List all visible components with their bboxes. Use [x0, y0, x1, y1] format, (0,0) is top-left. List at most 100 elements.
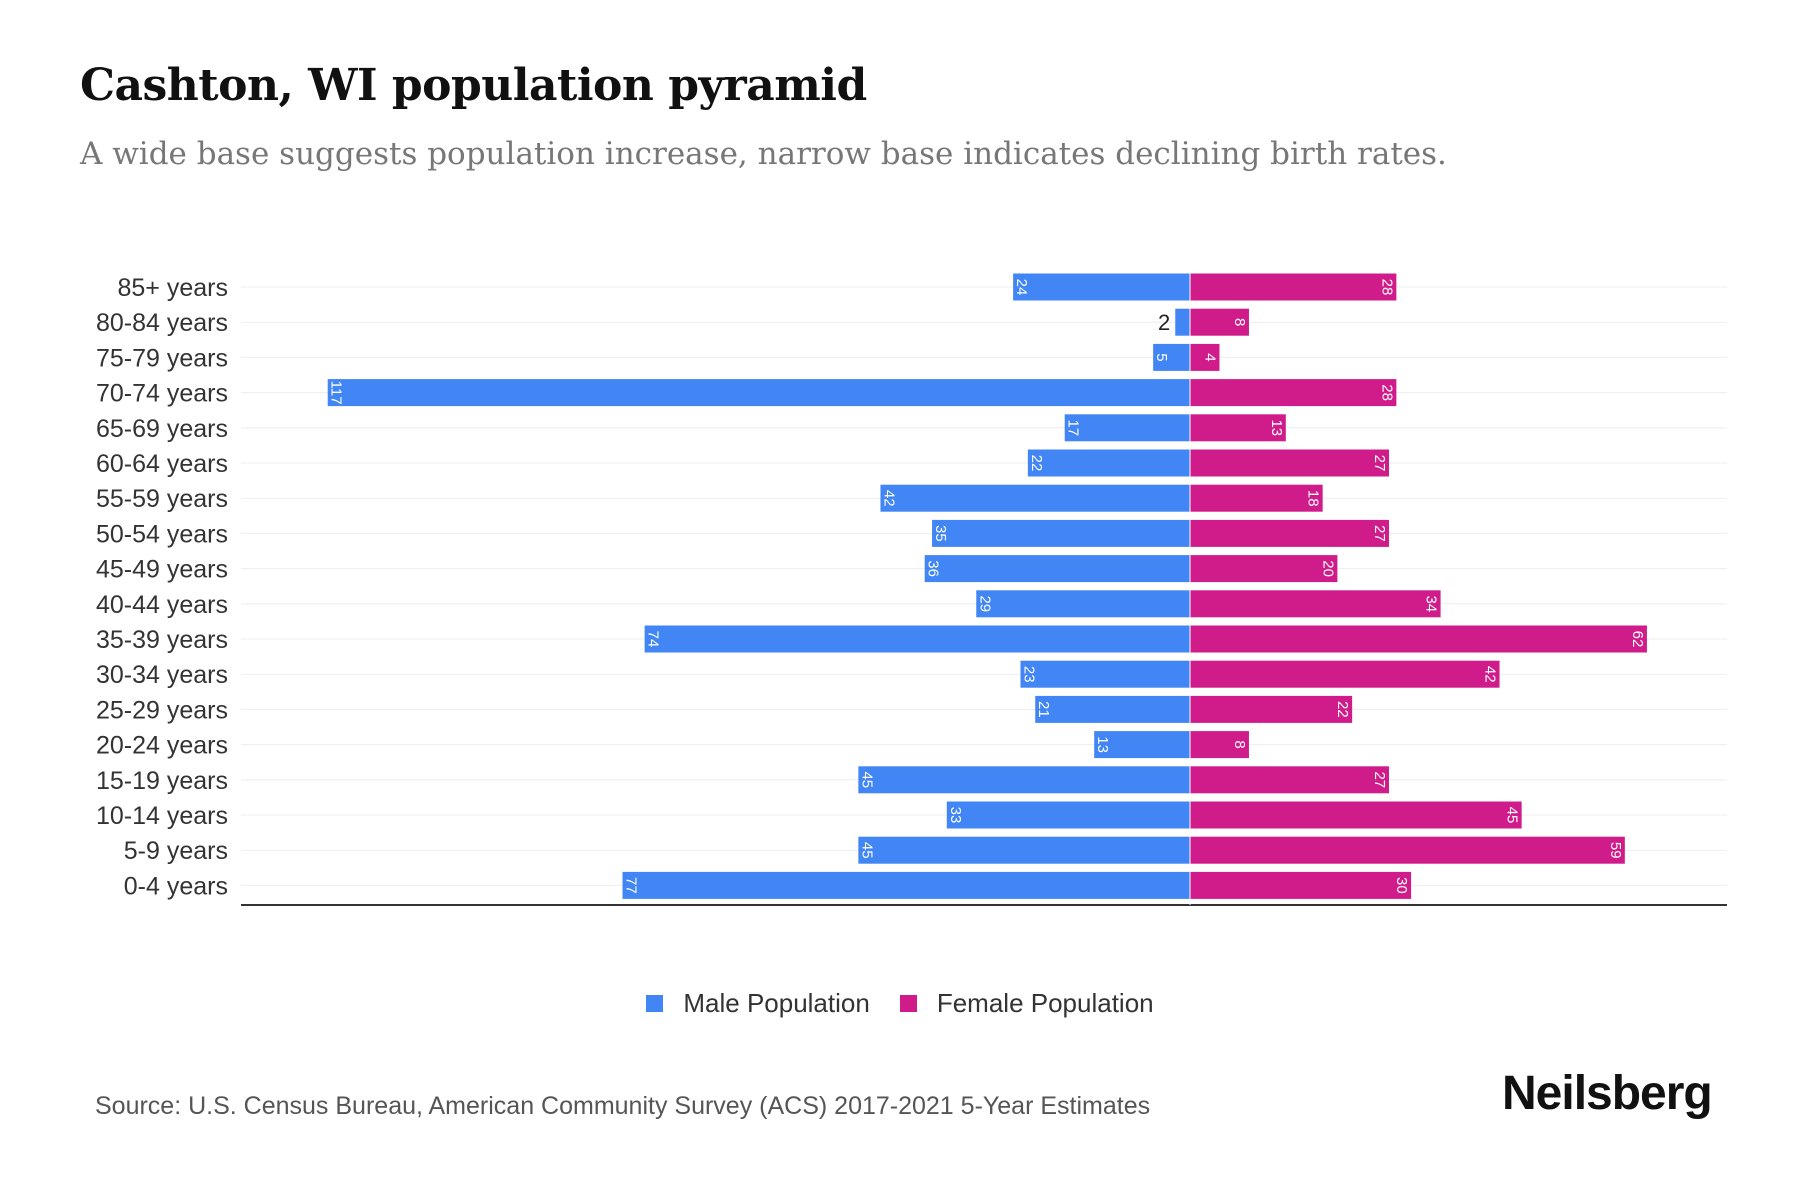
age-label: 75-79 years: [96, 344, 228, 372]
female-bar: [1190, 836, 1625, 864]
female-bar: [1190, 590, 1441, 618]
female-bar: [1190, 273, 1397, 301]
female-value-label: 30: [1393, 877, 1410, 894]
age-label: 15-19 years: [96, 767, 228, 795]
male-bar: [858, 766, 1190, 794]
age-label: 70-74 years: [96, 380, 228, 408]
male-bar: [924, 555, 1190, 583]
age-label: 25-29 years: [96, 696, 228, 724]
male-value-label: 13: [1094, 736, 1111, 753]
male-bar: [880, 484, 1190, 512]
age-label: 45-49 years: [96, 556, 228, 584]
male-value-label: 24: [1013, 279, 1030, 296]
female-value-label: 42: [1482, 666, 1499, 683]
female-value-label: 8: [1231, 740, 1248, 748]
male-value-label: 29: [976, 595, 993, 612]
female-bar: [1190, 695, 1353, 723]
age-label: 5-9 years: [124, 837, 228, 865]
male-value-label: 23: [1020, 666, 1037, 683]
male-bar: [976, 590, 1190, 618]
male-bar: [622, 871, 1190, 899]
legend-item-female: Female Population: [899, 988, 1154, 1019]
female-bar: [1190, 414, 1286, 442]
female-value-label: 22: [1334, 701, 1351, 718]
male-bar: [1027, 449, 1190, 477]
male-value-label: 5: [1153, 353, 1170, 361]
female-bar: [1190, 343, 1220, 371]
age-label: 55-59 years: [96, 485, 228, 513]
female-value-label: 27: [1371, 771, 1388, 788]
male-value-label: 2: [1158, 310, 1170, 335]
female-value-label: 28: [1378, 384, 1395, 401]
chart-title: Cashton, WI population pyramid: [80, 60, 867, 111]
female-value-label: 34: [1423, 595, 1440, 612]
neilsberg-logo: Neilsberg: [1502, 1067, 1713, 1120]
female-value-label: 62: [1629, 631, 1646, 648]
male-value-label: 33: [947, 807, 964, 824]
female-value-label: 8: [1231, 318, 1248, 326]
legend-label-female: Female Population: [936, 988, 1154, 1018]
female-bar: [1190, 731, 1249, 759]
source-note: Source: U.S. Census Bureau, American Com…: [95, 1092, 1151, 1120]
legend-label-male: Male Population: [683, 988, 870, 1018]
male-value-label: 36: [925, 560, 942, 577]
male-value-label: 42: [880, 490, 897, 507]
male-bar: [1035, 695, 1190, 723]
male-value-label: 45: [858, 842, 875, 859]
male-value-label: 21: [1035, 701, 1052, 718]
male-value-label: 35: [932, 525, 949, 542]
legend: Male Population Female Population: [0, 988, 1800, 1019]
age-label: 10-14 years: [96, 802, 228, 830]
male-value-label: 22: [1028, 455, 1045, 472]
female-bar: [1190, 449, 1389, 477]
female-value-label: 13: [1268, 419, 1285, 436]
legend-swatch-male: [646, 995, 664, 1012]
female-bar: [1190, 625, 1647, 653]
age-label: 0-4 years: [124, 872, 228, 900]
male-bar: [932, 519, 1190, 547]
chart-subtitle: A wide base suggests population increase…: [80, 136, 1447, 172]
female-value-label: 20: [1319, 560, 1336, 577]
female-bar: [1190, 519, 1389, 547]
male-value-label: 17: [1065, 419, 1082, 436]
legend-item-male: Male Population: [646, 988, 870, 1019]
age-label: 60-64 years: [96, 450, 228, 478]
female-bar: [1190, 308, 1249, 336]
male-bar: [946, 801, 1190, 829]
female-value-label: 4: [1201, 353, 1218, 361]
female-bar: [1190, 801, 1522, 829]
male-bar: [1153, 343, 1190, 371]
age-label: 40-44 years: [96, 591, 228, 619]
age-label: 80-84 years: [96, 309, 228, 337]
male-bar: [1013, 273, 1190, 301]
female-bar: [1190, 555, 1338, 583]
female-bar: [1190, 379, 1397, 407]
male-bar: [1094, 731, 1190, 759]
female-value-label: 27: [1371, 525, 1388, 542]
male-bar: [327, 379, 1191, 407]
female-value-label: 18: [1305, 490, 1322, 507]
age-label: 50-54 years: [96, 520, 228, 548]
female-value-label: 27: [1371, 455, 1388, 472]
age-label: 85+ years: [118, 274, 229, 302]
female-value-label: 59: [1607, 842, 1624, 859]
female-value-label: 28: [1378, 279, 1395, 296]
age-label: 30-34 years: [96, 661, 228, 689]
age-label: 20-24 years: [96, 732, 228, 760]
male-bar: [858, 836, 1190, 864]
male-value-label: 45: [858, 771, 875, 788]
male-bar: [1175, 308, 1190, 336]
age-label: 65-69 years: [96, 415, 228, 443]
male-bar: [644, 625, 1190, 653]
legend-swatch-female: [899, 995, 917, 1012]
age-label: 35-39 years: [96, 626, 228, 654]
female-value-label: 45: [1504, 807, 1521, 824]
female-bar: [1190, 484, 1323, 512]
female-bar: [1190, 766, 1389, 794]
female-bar: [1190, 660, 1500, 688]
male-value-label: 74: [645, 631, 662, 648]
female-bar: [1190, 871, 1412, 899]
male-bar: [1020, 660, 1190, 688]
male-bar: [1064, 414, 1190, 442]
